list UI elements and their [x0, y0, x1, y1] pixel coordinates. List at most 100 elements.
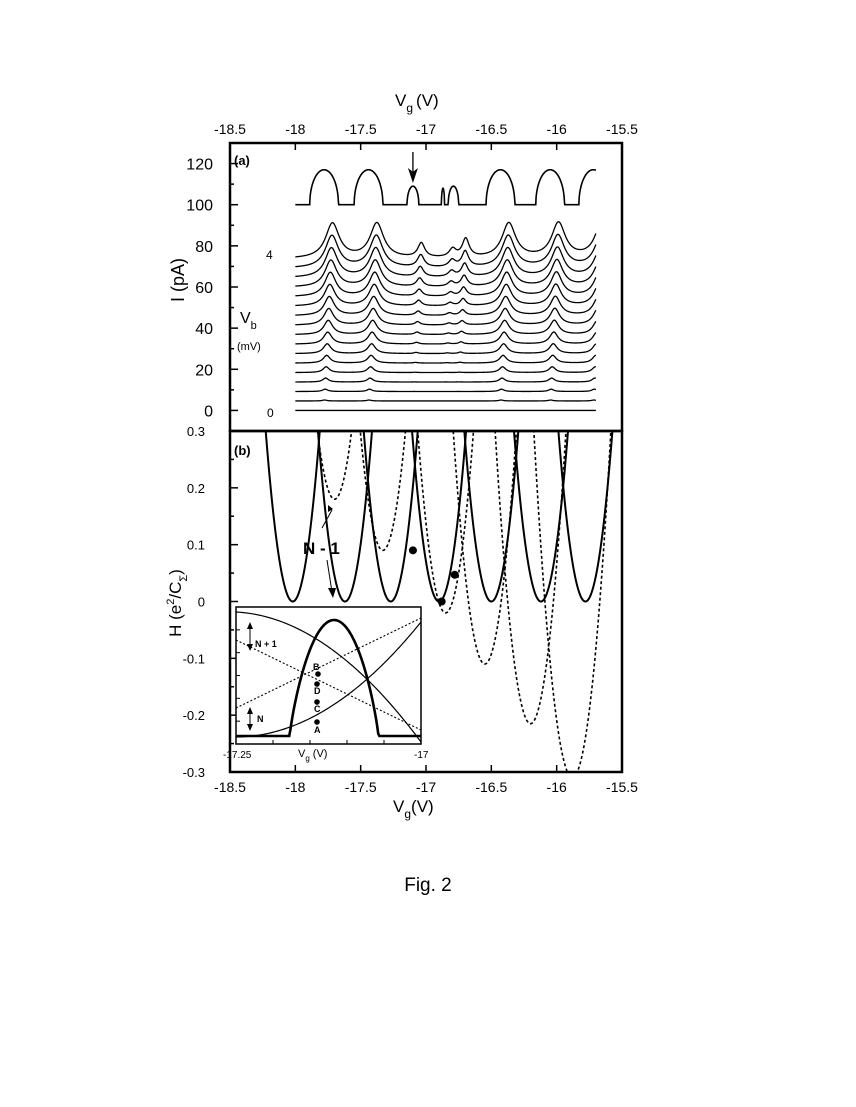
solid-parabola: [362, 431, 419, 603]
dashed-parabola: [452, 431, 518, 665]
panel-a-y-tick-label: 120: [186, 157, 213, 174]
vb-label: Vb: [240, 310, 257, 332]
panel-a-traces: [295, 168, 597, 412]
top-x-tick-label: -17: [416, 121, 436, 137]
top-x-axis-label: Vg (V): [395, 91, 439, 115]
panel-b-label: (b): [234, 443, 251, 458]
inset-point: [314, 699, 320, 705]
panel-b-y-tick-label: -0.1: [183, 651, 205, 666]
panel-b-y-label-end: ): [166, 569, 185, 575]
top-x-tick-label: -17.5: [345, 121, 377, 137]
dashed-parabola: [533, 431, 612, 772]
inset-solid-curve-up: [236, 621, 421, 738]
inset: -17.25 -17 Vg (V) N + 1 N B D C A: [223, 606, 429, 763]
panel-b-x-tick-label: -17.5: [345, 779, 377, 795]
iv-trace: [295, 233, 597, 268]
panel-b-x-tick-labels: -18.5 -18 -17.5 -17 -16.5 -16 -15.5: [214, 779, 638, 795]
inset-label-n: N: [257, 714, 264, 724]
inset-x-axis-label: Vg (V): [298, 748, 327, 763]
inset-point: [314, 681, 320, 687]
iv-trace: [295, 319, 597, 335]
panel-b-y-tick-label: 0.1: [187, 538, 205, 553]
dashed-parabola: [359, 431, 407, 552]
label-4: 4: [266, 248, 273, 262]
iv-trace: [295, 354, 597, 364]
vb-unit-label: (mV): [237, 341, 261, 353]
panel-b-y-label-main: H (e: [166, 605, 185, 637]
panel-b-x-tick-label: -16: [547, 779, 567, 795]
inset-x-label-sub: g: [305, 754, 309, 763]
inset-point: [314, 719, 320, 725]
annot-arrow-down-head: [328, 588, 336, 598]
arrow-head: [407, 168, 418, 183]
vb-label-main: V: [240, 310, 251, 327]
panel-b-y-tick-label: -0.2: [183, 708, 205, 723]
inset-solid-curve-down: [236, 611, 421, 743]
panel-a-y-tick-labels: 0 20 40 60 80 100 120: [186, 157, 213, 421]
panel-b-y-label-sub: Σ: [178, 575, 190, 582]
panel-b-y-tick-labels: -0.3 -0.2 -0.1 0 0.1 0.2 0.3: [183, 424, 205, 780]
panel-b-x-tick-label: -17: [416, 779, 436, 795]
panel-a-ticks: [229, 142, 623, 432]
panel-b-x-tick-label: -16.5: [475, 779, 507, 795]
panel-a-y-tick-label: 80: [195, 239, 213, 256]
inset-current-peak: [236, 618, 421, 738]
panel-b-x-tick-label: -15.5: [606, 779, 638, 795]
inset-label-n-plus-1: N + 1: [255, 639, 277, 649]
dashed-parabola: [416, 431, 475, 614]
panel-a-label: (a): [234, 153, 250, 168]
iv-trace: [295, 343, 597, 355]
vb-label-sub: b: [251, 320, 257, 332]
inset-point-label-c: C: [314, 704, 321, 714]
bottom-x-label-sub: g: [404, 807, 411, 821]
iv-trace: [295, 307, 597, 326]
iv-trace: [295, 258, 597, 287]
iv-trace: [295, 283, 597, 307]
top-x-label-main: V: [395, 91, 407, 110]
panel-b-curves: [264, 431, 614, 772]
inset-point-label-d: D: [314, 686, 321, 696]
inset-x-label-unit: (V): [313, 748, 328, 760]
panel-b-x-tick-label: -18.5: [214, 779, 246, 795]
top-x-tick-label: -15.5: [606, 121, 638, 137]
inset-x-tick-right: -17: [414, 750, 429, 761]
bottom-x-label-unit: (V): [411, 797, 434, 816]
panel-b-y-axis-label: H (e2/CΣ): [165, 569, 190, 637]
annot-arrow-down-line: [326, 559, 333, 593]
top-x-tick-label: -18: [285, 121, 305, 137]
iv-trace: [295, 331, 597, 345]
dashed-parabola: [316, 431, 353, 501]
panel-b: -0.3-0.2-0.100.10.20.3 -18.5 -18 -17.5 -17-…: [165, 424, 638, 821]
inset-background: [236, 607, 421, 744]
iv-trace: [295, 388, 597, 393]
panel-a-y-tick-label: 100: [186, 198, 213, 215]
inset-point: [315, 671, 321, 677]
iv-trace: [295, 295, 597, 316]
top-x-tick-label: -18.5: [214, 121, 246, 137]
inset-arrow-n1-heads: [247, 622, 253, 651]
peak-arrow: [407, 152, 418, 183]
solid-parabola: [463, 431, 520, 603]
figure-caption: Fig. 2: [404, 875, 452, 896]
inset-curves: [236, 611, 421, 743]
marked-point: [450, 570, 459, 579]
panel-b-y-tick-label: -0.3: [183, 765, 205, 780]
panel-a-y-tick-label: 0: [204, 403, 213, 420]
bottom-x-label-main: V: [393, 797, 405, 816]
dashed-parabola: [494, 431, 567, 725]
inset-x-tick-left: -17.25: [223, 750, 252, 761]
panel-a-y-tick-label: 40: [195, 321, 213, 338]
iv-trace: [295, 377, 597, 383]
n-minus-1-arrow: [321, 505, 336, 598]
top-trace: [295, 168, 597, 206]
inset-x-label-main: V: [298, 748, 306, 760]
solid-parabola: [557, 431, 614, 603]
top-x-tick-label: -16.5: [475, 121, 507, 137]
panel-b-marked-points: [408, 546, 459, 606]
bottom-x-axis-label: Vg(V): [393, 797, 434, 821]
panel-a-frame: [228, 141, 624, 433]
marked-point: [408, 546, 417, 555]
iv-trace: [295, 366, 597, 374]
iv-trace: [295, 221, 597, 258]
